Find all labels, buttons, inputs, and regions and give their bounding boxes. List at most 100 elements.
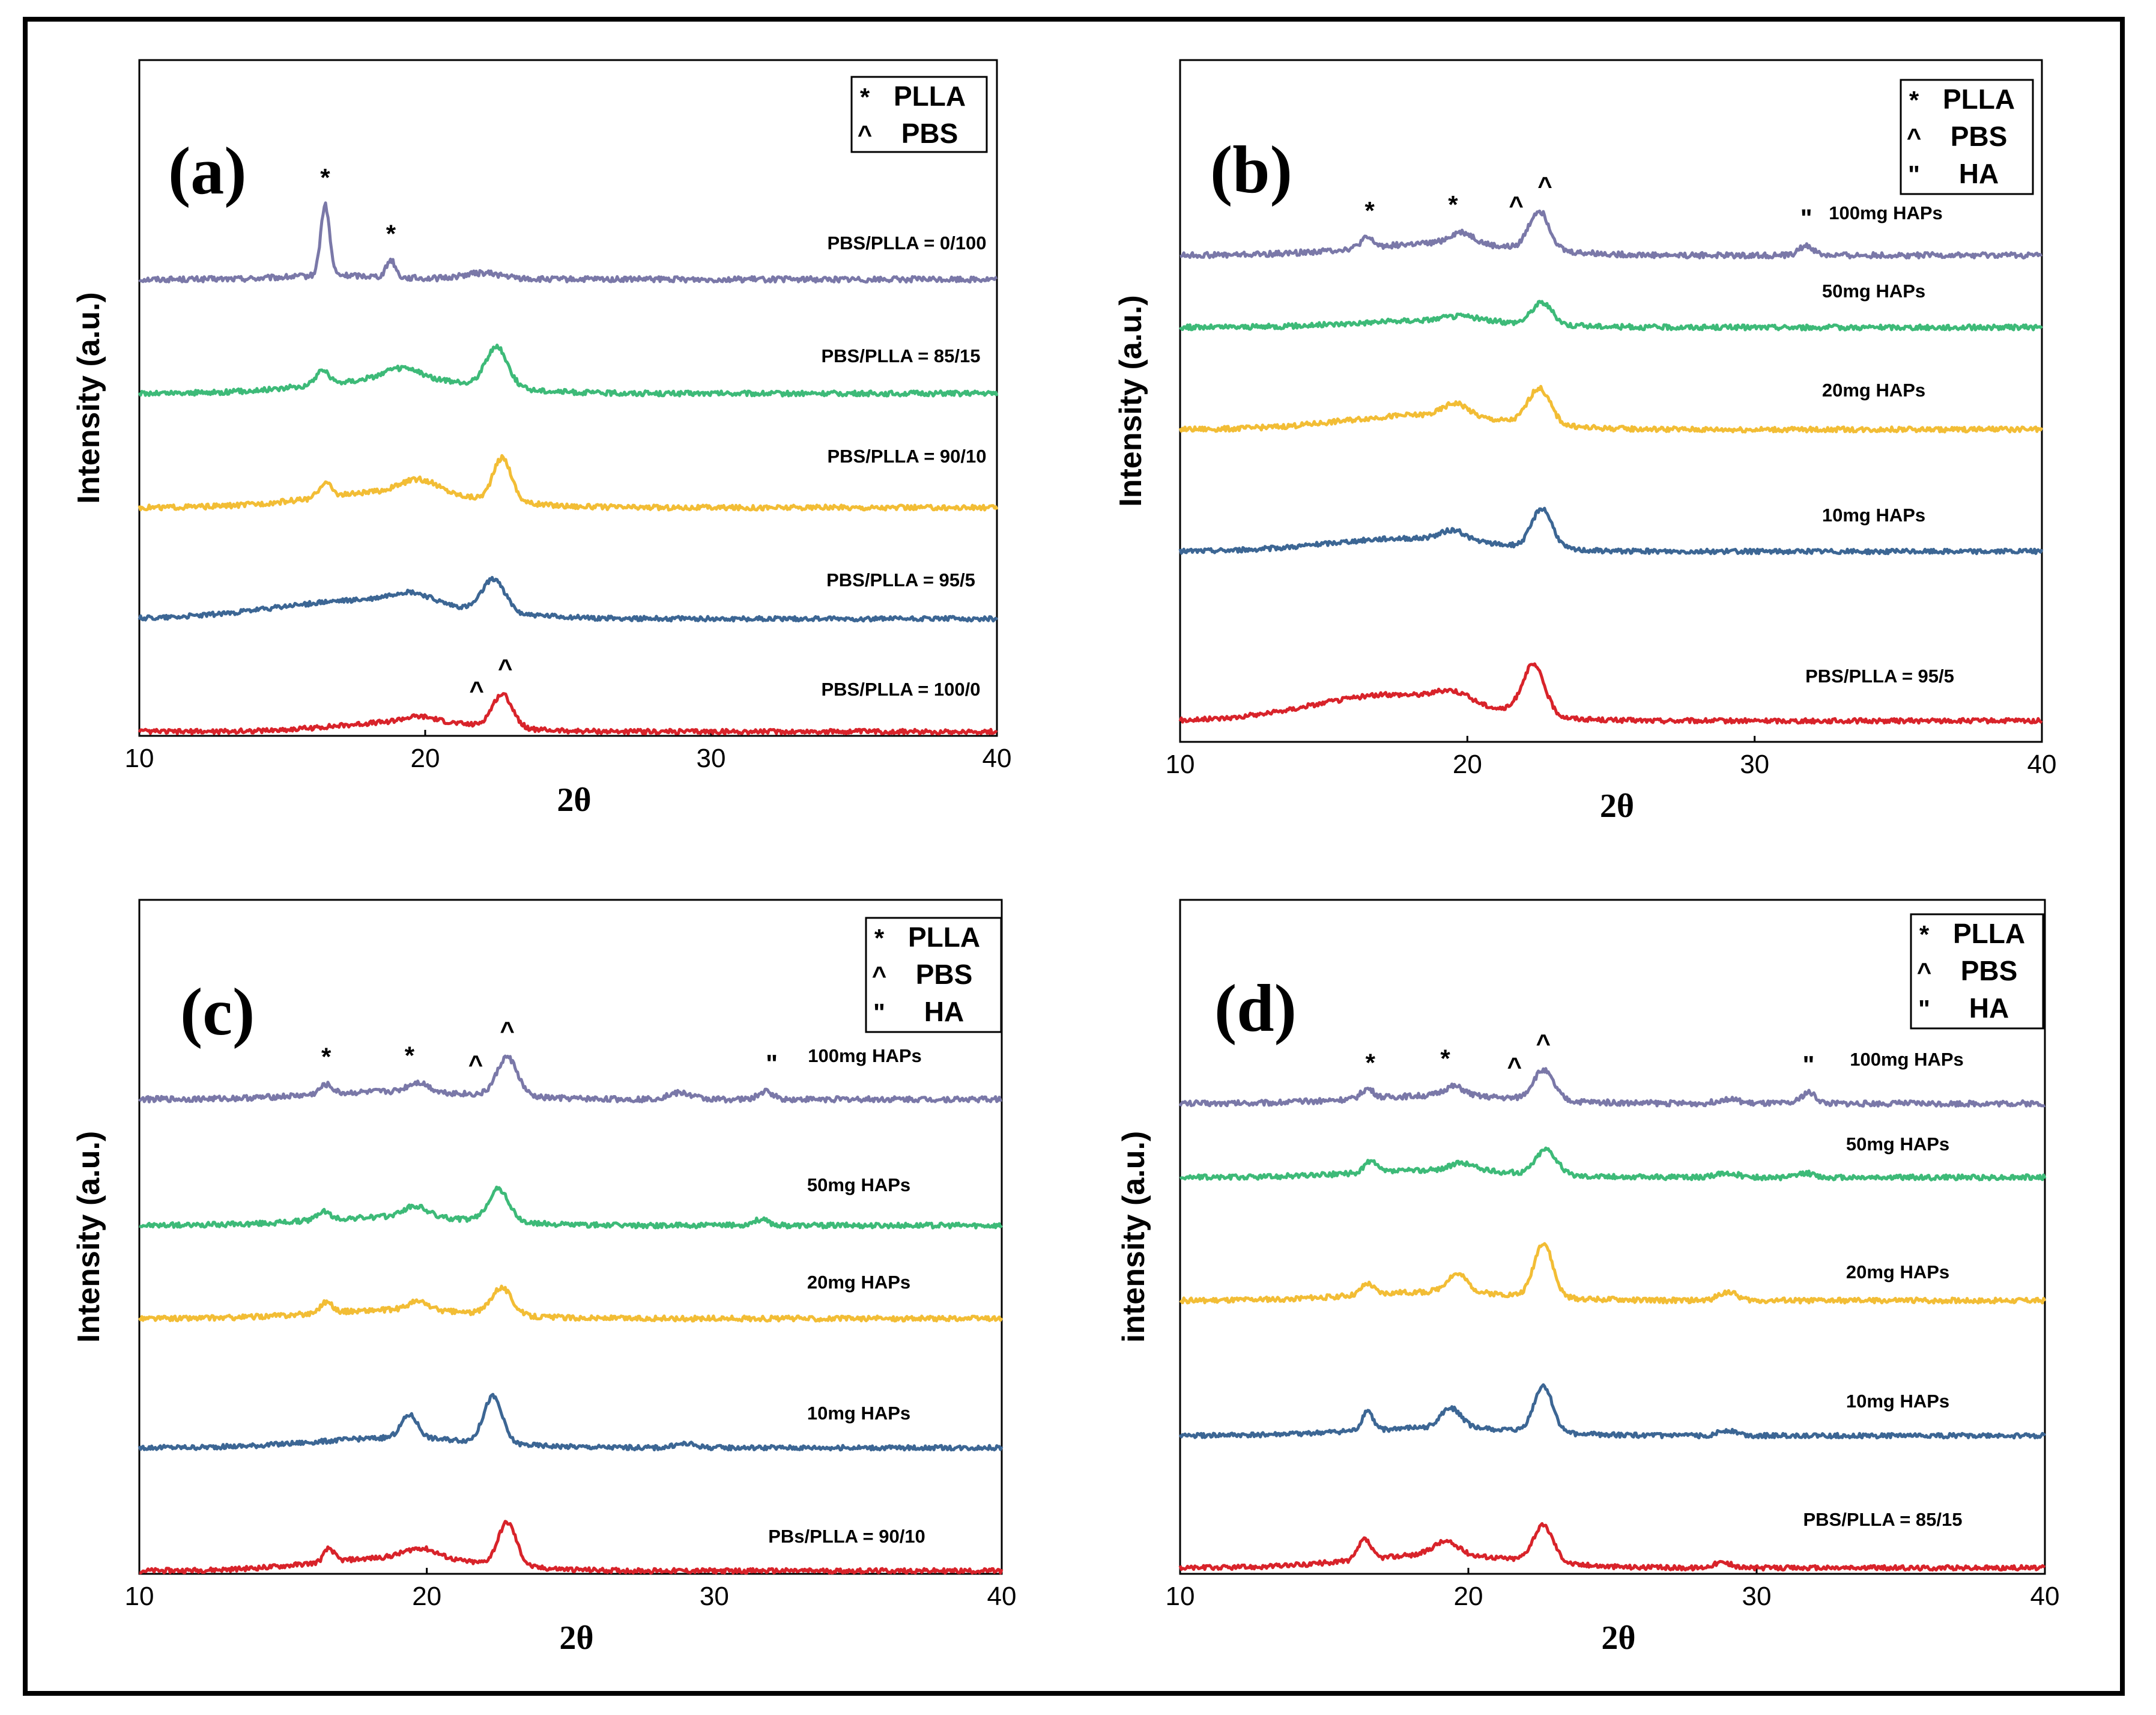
peak-marker: " — [1802, 1051, 1814, 1079]
x-tick-label: 10 — [125, 744, 154, 773]
legend-label: PBS — [916, 959, 973, 990]
x-tick-label: 40 — [2027, 750, 2057, 779]
x-tick-label: 20 — [1453, 750, 1482, 779]
peak-marker: ^ — [500, 1016, 515, 1045]
series-line — [138, 201, 998, 284]
plot-frame — [138, 899, 1003, 1575]
series-line — [138, 575, 999, 623]
panel-2: 10 20 30 40 2θ Intensity (a.u.) (b) 100mg HAPs 5… — [1113, 59, 2057, 825]
series-label: PBS/PLLA = 85/15 — [1803, 1509, 1962, 1530]
panel-4: 10 20 30 40 2θ intensity (a.u.) (d) 100mg HAPs 5… — [1116, 899, 2060, 1657]
series-line — [138, 1392, 1004, 1452]
panel-label: (a) — [168, 134, 247, 208]
peak-marker: ^ — [498, 654, 513, 682]
y-axis-title: Intensity (a.u.) — [71, 292, 106, 503]
series-label: 50mg HAPs — [1822, 281, 1925, 302]
legend-label: PBS — [1951, 121, 2008, 152]
x-axis-title: 2θ — [559, 1619, 593, 1657]
legend-label: PBS — [901, 118, 958, 149]
legend-label: HA — [1969, 992, 2009, 1024]
series-label: 20mg HAPs — [1822, 380, 1925, 401]
series-label: PBS/PLLA = 95/5 — [826, 569, 975, 590]
legend-label: PLLA — [908, 921, 980, 953]
series-label: 100mg HAPs — [808, 1045, 922, 1066]
series-line — [138, 1054, 1002, 1103]
x-tick-label: 20 — [411, 744, 440, 773]
x-axis-title: 2θ — [1601, 1619, 1635, 1657]
legend-label: HA — [924, 996, 964, 1027]
series-label: 50mg HAPs — [1846, 1134, 1949, 1155]
x-tick-label: 40 — [987, 1582, 1017, 1611]
peak-marker: ^ — [468, 1050, 483, 1078]
series-label: 100mg HAPs — [1850, 1049, 1964, 1070]
legend-label: HA — [1959, 158, 1999, 189]
series-label: 10mg HAPs — [807, 1403, 910, 1424]
series-line — [138, 1284, 1004, 1323]
x-tick-label: 30 — [697, 744, 726, 773]
series-line — [139, 1185, 1003, 1230]
legend-label: PLLA — [1943, 83, 2015, 115]
panel-label: (d) — [1214, 971, 1297, 1046]
figure-border — [23, 17, 2125, 1696]
peak-marker: ^ — [1507, 1052, 1522, 1081]
y-axis-title: intensity (a.u.) — [1116, 1131, 1151, 1343]
peak-marker: ^ — [1509, 191, 1524, 219]
legend-box — [865, 917, 1002, 1033]
panel-label: (c) — [180, 975, 255, 1049]
legend-symbol: * — [860, 83, 870, 111]
x-tick-label: 20 — [1454, 1582, 1483, 1611]
legend-symbol: ^ — [858, 120, 873, 148]
series-line — [139, 1520, 1004, 1575]
legend-label: PLLA — [894, 80, 966, 112]
legend-label: PBS — [1961, 955, 2018, 986]
legend-symbol: " — [873, 998, 885, 1027]
legend-symbol: " — [1908, 160, 1920, 189]
x-tick-label: 40 — [2030, 1582, 2060, 1611]
series-line — [1178, 384, 2044, 434]
peak-marker: ^ — [1536, 1029, 1551, 1057]
series-label: 20mg HAPs — [1846, 1261, 1949, 1282]
series-line — [1179, 1242, 2047, 1305]
peak-marker: * — [1440, 1045, 1450, 1073]
x-tick-label: 30 — [1742, 1582, 1772, 1611]
peak-marker: * — [405, 1042, 415, 1070]
series-label: 50mg HAPs — [807, 1174, 910, 1195]
x-axis-title: 2θ — [557, 782, 591, 819]
x-tick-label: 10 — [1166, 1582, 1195, 1611]
series-line — [1179, 1146, 2047, 1182]
series-label: 20mg HAPs — [807, 1272, 910, 1293]
x-axis-title: 2θ — [1600, 788, 1634, 825]
plot-frame — [1179, 59, 2043, 743]
peak-marker: " — [766, 1049, 778, 1078]
peak-marker: " — [1800, 204, 1812, 232]
x-tick-label: 40 — [983, 744, 1012, 773]
legend-box — [1910, 913, 2044, 1030]
plot-frame — [138, 59, 998, 737]
series-line — [1178, 506, 2044, 556]
legend-symbol: * — [874, 924, 885, 952]
series-line — [138, 454, 999, 512]
legend-symbol: " — [1918, 995, 1930, 1023]
series-line — [138, 344, 999, 398]
series-label: 10mg HAPs — [1822, 505, 1925, 526]
panel-label: (b) — [1210, 133, 1292, 207]
legend-symbol: ^ — [1907, 123, 1922, 151]
legend-symbol: ^ — [872, 961, 887, 989]
peak-marker: * — [1366, 1048, 1376, 1076]
series-label: PBS/PLLA = 90/10 — [827, 446, 986, 467]
x-tick-label: 10 — [125, 1582, 154, 1611]
peak-marker: * — [320, 163, 330, 192]
peak-marker: * — [1365, 196, 1375, 225]
x-tick-label: 20 — [412, 1582, 441, 1611]
series-line — [1178, 1067, 2045, 1108]
series-label: 100mg HAPs — [1829, 202, 1943, 223]
series-line — [138, 692, 998, 736]
series-label: PBS/PLLA = 95/5 — [1805, 666, 1954, 687]
x-tick-label: 30 — [700, 1582, 729, 1611]
legend-symbol: ^ — [1917, 958, 1932, 986]
plot-frame — [1179, 899, 2046, 1575]
series-line — [1178, 1522, 2046, 1572]
legend-label: PLLA — [1953, 918, 2025, 949]
y-axis-title: Intensity (a.u.) — [1113, 295, 1148, 506]
peak-marker: * — [321, 1043, 332, 1071]
